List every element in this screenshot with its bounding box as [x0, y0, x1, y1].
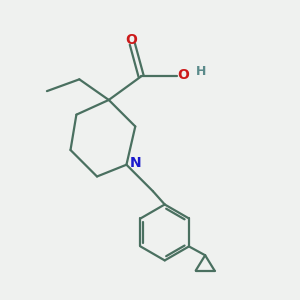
- Text: O: O: [177, 68, 189, 82]
- Text: H: H: [196, 65, 206, 79]
- Text: O: O: [125, 33, 137, 46]
- Text: N: N: [129, 156, 141, 170]
